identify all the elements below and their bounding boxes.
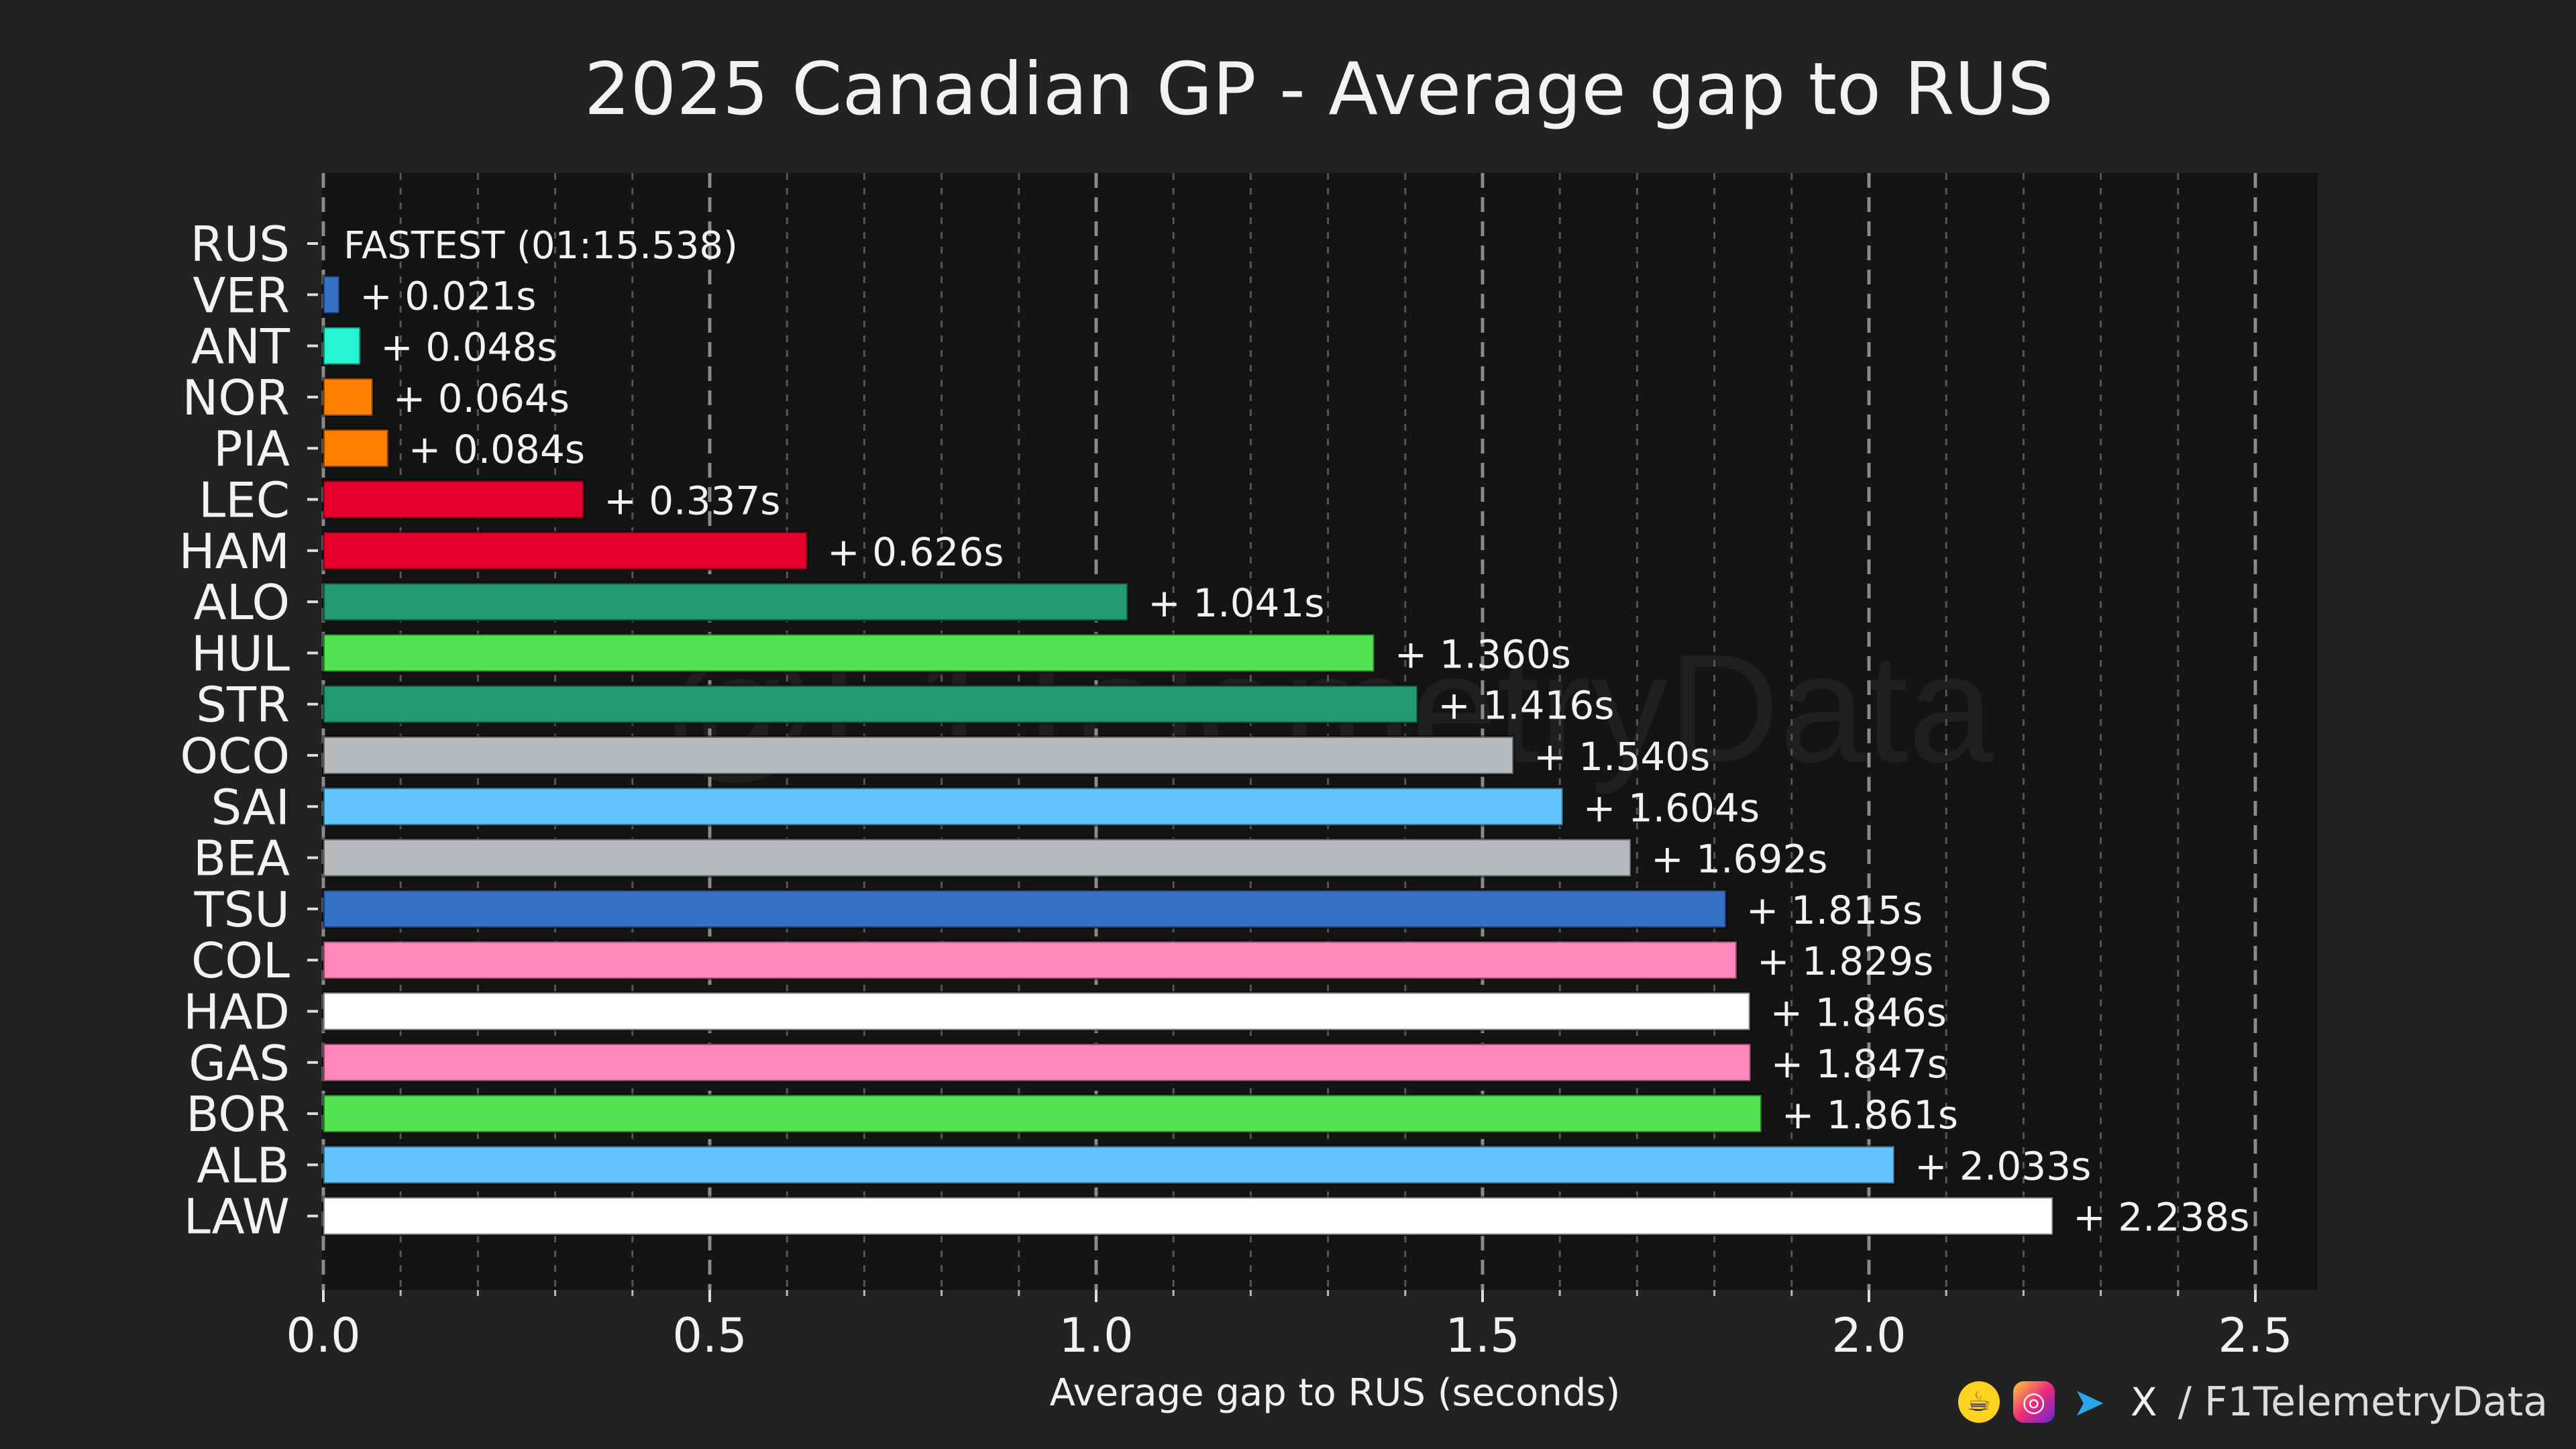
data-label-sai: + 1.604s bbox=[1583, 785, 1760, 830]
bar-ham bbox=[322, 530, 809, 571]
bar-alb bbox=[322, 1144, 1896, 1185]
bar-ant bbox=[322, 325, 362, 366]
y-tick-label-alb: ALB bbox=[197, 1137, 290, 1193]
bar-nor bbox=[322, 376, 374, 417]
instagram-icon[interactable]: ◎ bbox=[2012, 1381, 2055, 1423]
fastest-label: FASTEST (01:15.538) bbox=[343, 224, 738, 268]
y-tick-label-gas: GAS bbox=[189, 1035, 290, 1091]
data-label-pia: + 0.084s bbox=[409, 427, 585, 472]
y-tick-label-pia: PIA bbox=[213, 421, 290, 477]
bar-oco bbox=[322, 735, 1515, 775]
footer-handle[interactable]: / F1TelemetryData bbox=[2178, 1379, 2548, 1426]
bar-bea bbox=[322, 837, 1633, 878]
data-label-had: + 1.846s bbox=[1770, 990, 1947, 1036]
y-tick-label-nor: NOR bbox=[182, 370, 290, 426]
value-labels: FASTEST (01:15.538) + 0.021s + 0.048s + 0.0… bbox=[343, 224, 2249, 1240]
bar-bor bbox=[322, 1093, 1763, 1134]
telegram-icon[interactable]: ➤ bbox=[2072, 1379, 2106, 1425]
x-tick-label: 0.0 bbox=[286, 1308, 360, 1363]
data-label-lec: + 0.337s bbox=[604, 478, 780, 524]
data-label-ver: + 0.021s bbox=[360, 273, 536, 319]
y-tick-label-ham: HAM bbox=[178, 523, 290, 580]
chart-title: 2025 Canadian GP - Average gap to RUS bbox=[584, 48, 2053, 131]
y-axis-labels: RUSVERANTNORPIALECHAMALOHULSTROCOSAIBEAT… bbox=[178, 216, 318, 1245]
bar-alo bbox=[322, 582, 1130, 623]
y-tick-label-lec: LEC bbox=[199, 472, 290, 529]
x-tick-label: 2.0 bbox=[1831, 1308, 1906, 1363]
data-label-bea: + 1.692s bbox=[1651, 837, 1827, 882]
y-tick-label-rus: RUS bbox=[191, 216, 290, 272]
data-label-gas: + 1.847s bbox=[1771, 1041, 1947, 1087]
data-label-alb: + 2.033s bbox=[1915, 1143, 2091, 1189]
x-axis-ticks: 0.0 0.5 1.0 1.5 2.0 2.5 bbox=[286, 1290, 2293, 1363]
y-tick-label-ant: ANT bbox=[191, 319, 290, 375]
y-tick-label-col: COL bbox=[191, 932, 290, 989]
y-tick-label-bor: BOR bbox=[186, 1086, 290, 1142]
x-icon[interactable]: X bbox=[2130, 1379, 2157, 1425]
y-tick-label-hul: HUL bbox=[191, 625, 290, 682]
bar-pia bbox=[322, 428, 390, 469]
data-label-law: + 2.238s bbox=[2073, 1195, 2249, 1240]
bar-str bbox=[322, 684, 1419, 724]
y-tick-label-str: STR bbox=[196, 677, 290, 733]
bar-tsu bbox=[322, 888, 1727, 929]
y-tick-label-bea: BEA bbox=[193, 830, 290, 887]
bar-gas bbox=[322, 1042, 1752, 1083]
bars bbox=[322, 274, 2055, 1236]
data-label-ham: + 0.626s bbox=[827, 529, 1004, 575]
x-tick-label: 2.5 bbox=[2218, 1308, 2292, 1363]
data-label-nor: + 0.064s bbox=[393, 376, 570, 421]
x-tick-label: 1.0 bbox=[1059, 1308, 1133, 1363]
y-tick-label-sai: SAI bbox=[211, 779, 290, 835]
data-label-hul: + 1.360s bbox=[1395, 631, 1571, 677]
data-label-alo: + 1.041s bbox=[1148, 580, 1324, 626]
bar-sai bbox=[322, 786, 1564, 827]
x-axis-label: Average gap to RUS (seconds) bbox=[1050, 1371, 1621, 1415]
bar-ver bbox=[322, 274, 341, 315]
y-tick-label-had: HAD bbox=[183, 984, 290, 1040]
bar-col bbox=[322, 940, 1739, 981]
bar-hul bbox=[322, 633, 1376, 674]
bar-had bbox=[322, 991, 1752, 1032]
x-tick-label: 0.5 bbox=[672, 1308, 747, 1363]
data-label-oco: + 1.540s bbox=[1534, 734, 1710, 780]
x-tick-label: 1.5 bbox=[1445, 1308, 1519, 1363]
y-tick-label-tsu: TSU bbox=[194, 881, 290, 938]
data-label-ant: + 0.048s bbox=[380, 325, 557, 370]
bar-law bbox=[322, 1195, 2055, 1236]
y-tick-label-law: LAW bbox=[184, 1189, 290, 1245]
y-tick-label-alo: ALO bbox=[194, 574, 290, 631]
data-label-tsu: + 1.815s bbox=[1746, 888, 1923, 933]
footer: ☕ ◎ ➤ X / F1TelemetryData bbox=[1957, 1375, 2548, 1429]
buymeacoffee-icon[interactable]: ☕ bbox=[1957, 1381, 2000, 1423]
bar-lec bbox=[322, 479, 586, 520]
y-tick-label-ver: VER bbox=[193, 267, 290, 323]
y-tick-label-oco: OCO bbox=[180, 728, 290, 784]
data-label-str: + 1.416s bbox=[1438, 683, 1614, 729]
data-label-bor: + 1.861s bbox=[1782, 1092, 1958, 1138]
data-label-col: + 1.829s bbox=[1757, 938, 1933, 984]
